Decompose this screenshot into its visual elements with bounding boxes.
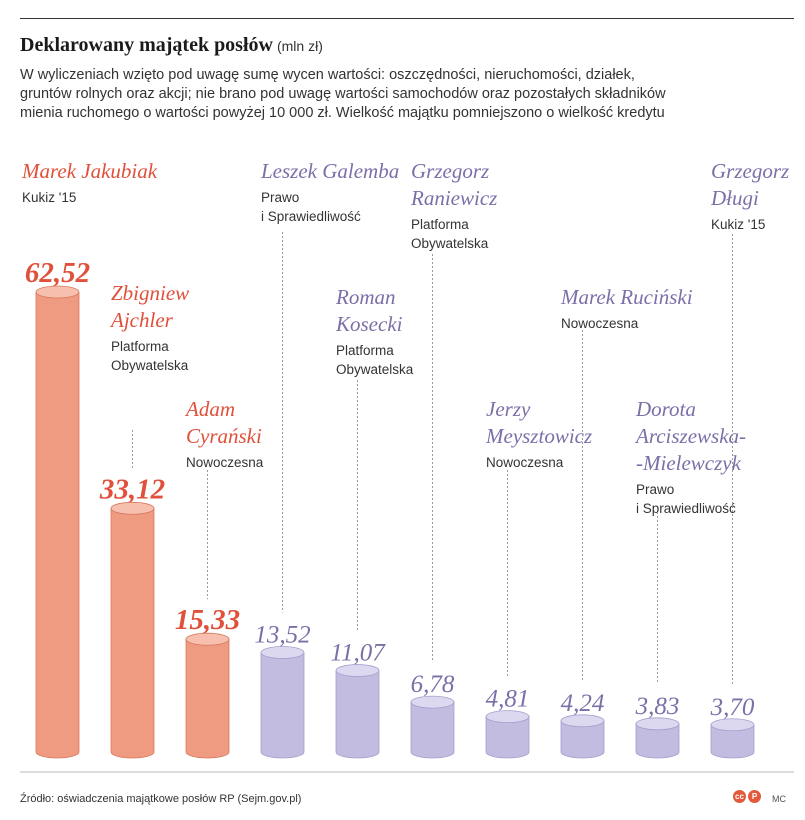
subtitle-line: mienia ruchomego o wartości powyżej 10 0… — [20, 105, 665, 121]
bar-value-label: 33,12 — [99, 473, 165, 505]
bar-name-label: Marek Jakubiak — [21, 159, 158, 183]
bar-party-label: Nowoczesna — [561, 316, 639, 331]
bar-group: Leszek Galemba Prawo i Sprawiedliwość 13,52 — [254, 159, 399, 759]
bar-name-label: Roman — [335, 285, 396, 309]
top-rule — [20, 18, 794, 19]
bar-value-label: 11,07 — [330, 640, 386, 667]
chart-subtitle: W wyliczeniach wzięto pod uwagę sumę wyc… — [20, 66, 780, 123]
bar — [485, 716, 530, 759]
bar-party-label: Obywatelska — [111, 358, 189, 373]
bar — [110, 507, 155, 759]
author-initials: MC — [772, 794, 786, 804]
bar — [710, 724, 755, 759]
subtitle-line: W wyliczeniach wzięto pod uwagę sumę wyc… — [20, 67, 635, 83]
bar-value-label: 3,83 — [635, 693, 680, 720]
bar-party-label: Obywatelska — [411, 236, 489, 251]
title-unit: (mln zł) — [276, 38, 323, 54]
bar-top — [185, 632, 230, 646]
bar-name-label: -Mielewczyk — [636, 451, 742, 475]
bar-group: Jerzy Meysztowicz Nowoczesna 4,81 — [485, 397, 592, 759]
bar-party-label: Obywatelska — [336, 362, 414, 377]
bar-top — [35, 285, 80, 299]
bar-name-label: Arciszewska- — [634, 424, 746, 448]
bar-value-label: 4,81 — [486, 686, 530, 713]
bar-party-label: Platforma — [411, 217, 469, 232]
bar-name-label: Długi — [710, 186, 759, 210]
bar-value-label: 15,33 — [175, 604, 240, 636]
bar-group: Grzegorz Długi Kukiz '15 3,70 — [710, 159, 789, 759]
bar-value-label: 13,52 — [254, 622, 310, 649]
bar — [185, 638, 230, 759]
bar-group: Adam Cyrański Nowoczesna 15,33 — [175, 397, 264, 759]
license-badges: cc P — [733, 790, 761, 803]
subtitle-line: gruntów rolnych oraz akcji; nie brano po… — [20, 86, 666, 102]
bar-group: Marek Ruciński Nowoczesna 4,24 — [560, 285, 693, 759]
bar-name-label: Adam — [184, 397, 235, 421]
bar — [410, 701, 455, 759]
bar-party-label: i Sprawiedliwość — [636, 501, 736, 516]
bar-group: Dorota Arciszewska- -Mielewczyk Prawo i Spra… — [634, 397, 746, 759]
bar-name-label: Kosecki — [335, 312, 403, 336]
bar-name-label: Cyrański — [186, 424, 262, 448]
bar-group: Roman Kosecki Platforma Obywatelska 11,07 — [330, 285, 414, 759]
bar-group: Zbigniew Ajchler Platforma Obywatelska 33,12 — [99, 281, 189, 759]
bar-party-label: Prawo — [636, 482, 674, 497]
bar-value-label: 62,52 — [25, 257, 90, 289]
bar-name-label: Meysztowicz — [485, 424, 592, 448]
bar-party-label: Kukiz '15 — [22, 190, 76, 205]
title-text: Deklarowany majątek posłów — [20, 34, 273, 56]
bar-top — [710, 718, 755, 732]
bar-top — [335, 664, 380, 677]
chart-title: Deklarowany majątek posłów (mln zł) — [20, 34, 323, 57]
bar-party-label: Platforma — [336, 343, 394, 358]
by-icon: P — [748, 790, 761, 803]
bar-top — [560, 714, 605, 728]
bar-party-label: Platforma — [111, 339, 169, 354]
bar-name-label: Ajchler — [109, 308, 174, 332]
bar — [260, 652, 305, 759]
bar-value-label: 4,24 — [561, 690, 605, 717]
bar-party-label: Kukiz '15 — [711, 217, 765, 232]
bar-party-label: i Sprawiedliwość — [261, 209, 361, 224]
bar-name-label: Jerzy — [486, 397, 531, 421]
bar-group: Marek Jakubiak Kukiz '15 62,52 — [21, 159, 158, 759]
bar-party-label: Prawo — [261, 190, 299, 205]
bar-name-label: Grzegorz — [711, 159, 789, 183]
bar-name-label: Leszek Galemba — [260, 159, 399, 183]
bar-party-label: Nowoczesna — [486, 455, 564, 470]
bar-name-label: Zbigniew — [111, 281, 189, 305]
bar-group: Grzegorz Raniewicz Platforma Obywatelska 6,7… — [410, 159, 497, 759]
bar — [335, 670, 380, 759]
bar-top — [260, 646, 305, 659]
bar — [635, 723, 680, 759]
bar-top — [410, 695, 455, 709]
bar-name-label: Marek Ruciński — [560, 285, 693, 309]
bar-top — [635, 717, 680, 731]
bar-name-label: Dorota — [635, 397, 696, 421]
bar-name-label: Grzegorz — [411, 159, 489, 183]
bar — [35, 291, 80, 759]
cc-icon: cc — [733, 790, 746, 803]
bar-party-label: Nowoczesna — [186, 455, 264, 470]
source-note: Źródło: oświadczenia majątkowe posłów RP… — [20, 793, 302, 805]
bar-value-label: 6,78 — [411, 671, 455, 698]
bar-top — [110, 501, 155, 515]
bar — [560, 720, 605, 759]
bar-name-label: Raniewicz — [410, 186, 497, 210]
bar-top — [485, 710, 530, 724]
bar-value-label: 3,70 — [710, 694, 755, 721]
